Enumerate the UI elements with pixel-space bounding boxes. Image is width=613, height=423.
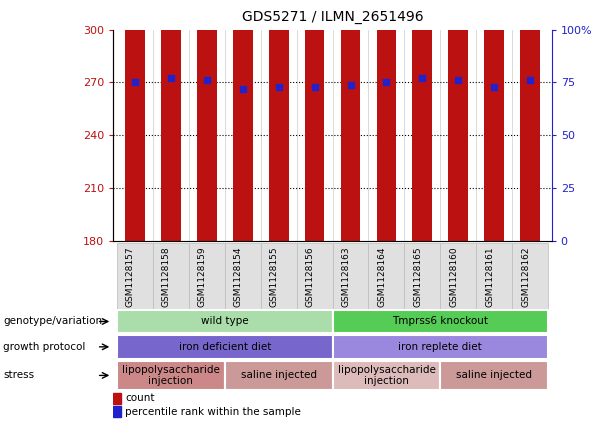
Text: GSM1128163: GSM1128163 xyxy=(341,247,351,307)
Text: iron deficient diet: iron deficient diet xyxy=(178,342,271,352)
Text: GSM1128164: GSM1128164 xyxy=(378,247,386,307)
Bar xyxy=(297,243,333,309)
Bar xyxy=(333,310,548,333)
Text: percentile rank within the sample: percentile rank within the sample xyxy=(125,407,301,417)
Text: lipopolysaccharide
injection: lipopolysaccharide injection xyxy=(338,365,435,386)
Bar xyxy=(405,243,440,309)
Text: growth protocol: growth protocol xyxy=(3,342,85,352)
Text: Tmprss6 knockout: Tmprss6 knockout xyxy=(392,316,489,327)
Title: GDS5271 / ILMN_2651496: GDS5271 / ILMN_2651496 xyxy=(242,11,424,25)
Bar xyxy=(440,360,548,390)
Bar xyxy=(125,0,145,241)
Bar xyxy=(368,243,405,309)
Text: GSM1128159: GSM1128159 xyxy=(198,247,207,307)
Bar xyxy=(449,0,468,241)
Text: GSM1128162: GSM1128162 xyxy=(521,247,530,307)
Bar xyxy=(117,310,333,333)
Text: saline injected: saline injected xyxy=(456,371,532,380)
Bar xyxy=(333,243,368,309)
Text: GSM1128154: GSM1128154 xyxy=(234,247,243,307)
Text: count: count xyxy=(125,393,154,403)
Bar xyxy=(161,0,181,241)
Text: saline injected: saline injected xyxy=(241,371,317,380)
Text: GSM1128161: GSM1128161 xyxy=(485,247,494,307)
Bar xyxy=(233,0,253,241)
Text: GSM1128160: GSM1128160 xyxy=(449,247,459,307)
Bar xyxy=(476,243,512,309)
Bar xyxy=(520,0,540,241)
Bar xyxy=(261,243,297,309)
Bar xyxy=(268,0,289,241)
Bar xyxy=(333,335,548,359)
Bar xyxy=(341,0,360,241)
Text: GSM1128156: GSM1128156 xyxy=(306,247,314,307)
Bar xyxy=(153,243,189,309)
Bar xyxy=(113,393,121,404)
Bar xyxy=(440,243,476,309)
Bar xyxy=(197,0,216,241)
Bar xyxy=(225,360,333,390)
Bar xyxy=(113,407,121,418)
Bar xyxy=(376,0,397,241)
Bar xyxy=(225,243,261,309)
Text: GSM1128165: GSM1128165 xyxy=(413,247,422,307)
Bar xyxy=(117,243,153,309)
Bar xyxy=(484,0,504,241)
Text: stress: stress xyxy=(3,371,34,380)
Text: wild type: wild type xyxy=(201,316,249,327)
Text: GSM1128155: GSM1128155 xyxy=(270,247,279,307)
Bar xyxy=(512,243,548,309)
Bar xyxy=(189,243,225,309)
Text: iron replete diet: iron replete diet xyxy=(398,342,482,352)
Bar xyxy=(117,360,225,390)
Text: genotype/variation: genotype/variation xyxy=(3,316,102,327)
Text: GSM1128157: GSM1128157 xyxy=(126,247,135,307)
Bar xyxy=(117,335,333,359)
Text: GSM1128158: GSM1128158 xyxy=(162,247,171,307)
Bar xyxy=(305,0,324,241)
Bar xyxy=(333,360,440,390)
Text: lipopolysaccharide
injection: lipopolysaccharide injection xyxy=(122,365,220,386)
Bar xyxy=(413,0,432,241)
